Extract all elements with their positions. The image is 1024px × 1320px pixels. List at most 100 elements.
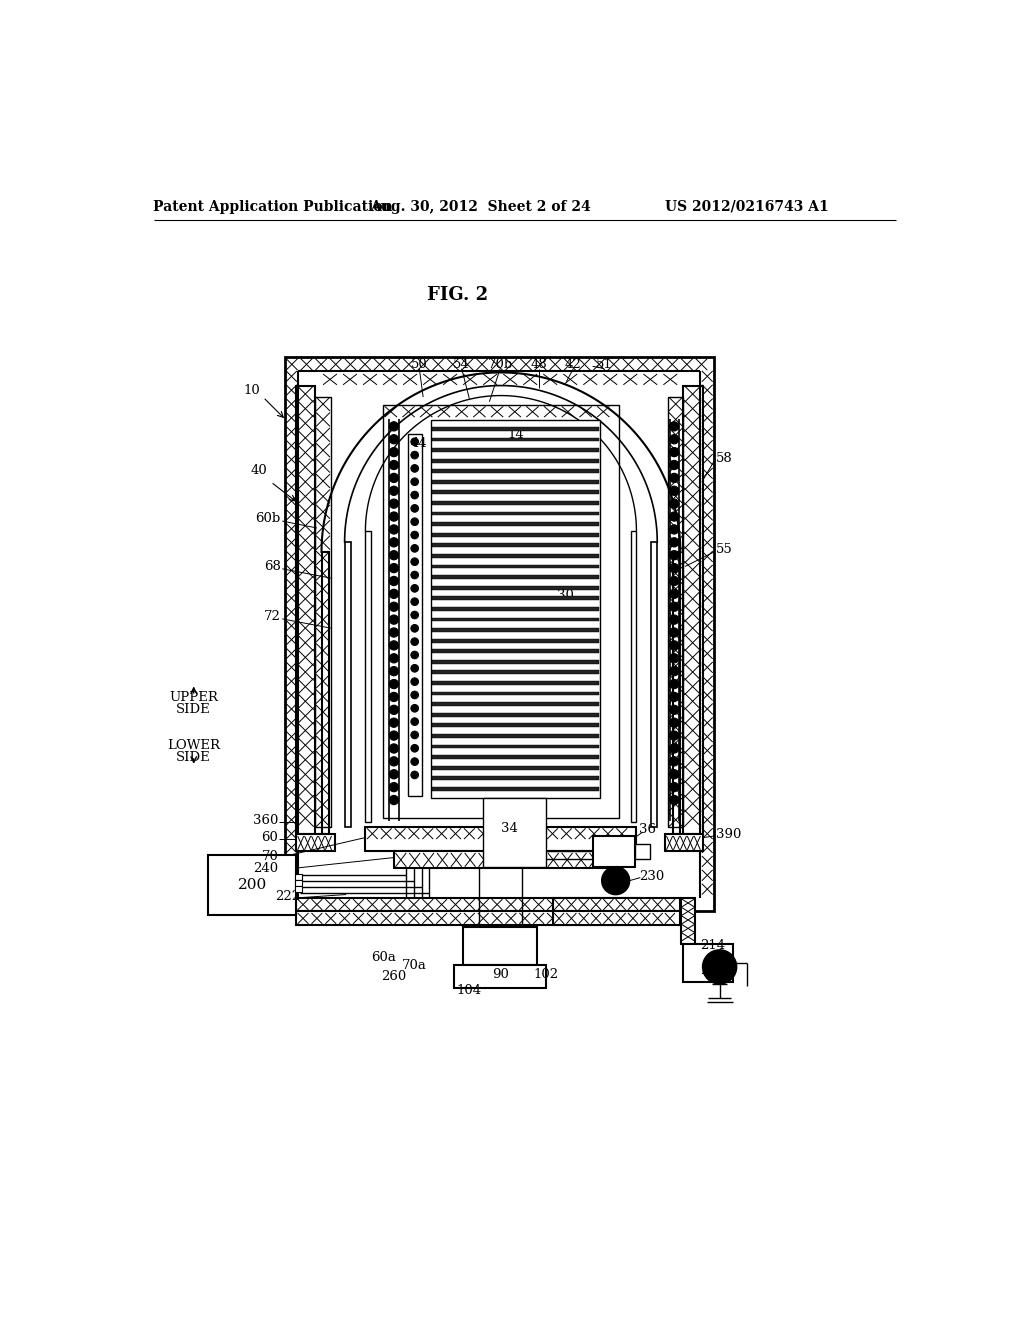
Bar xyxy=(431,420,600,797)
Circle shape xyxy=(411,465,419,473)
Bar xyxy=(553,911,680,925)
Circle shape xyxy=(389,640,398,649)
Text: 104: 104 xyxy=(457,983,482,997)
Bar xyxy=(432,776,599,780)
Bar xyxy=(366,826,637,851)
Circle shape xyxy=(411,504,419,512)
Circle shape xyxy=(389,422,398,432)
Circle shape xyxy=(670,731,679,741)
Text: LOWER: LOWER xyxy=(167,739,220,751)
Circle shape xyxy=(411,451,419,459)
Text: 54: 54 xyxy=(454,358,470,371)
Bar xyxy=(322,552,330,834)
Bar xyxy=(432,723,599,727)
Text: 10: 10 xyxy=(243,384,260,397)
Text: 214: 214 xyxy=(700,939,725,952)
Text: 70b: 70b xyxy=(487,358,513,371)
Circle shape xyxy=(670,422,679,432)
Bar xyxy=(315,397,331,826)
Circle shape xyxy=(670,705,679,714)
Circle shape xyxy=(670,783,679,792)
Circle shape xyxy=(411,651,419,659)
Circle shape xyxy=(389,434,398,444)
Bar xyxy=(432,586,599,590)
Bar xyxy=(432,755,599,759)
Bar xyxy=(296,385,315,834)
Bar xyxy=(432,426,599,430)
Circle shape xyxy=(411,531,419,539)
Bar xyxy=(668,397,683,826)
Circle shape xyxy=(670,615,679,624)
Circle shape xyxy=(411,491,419,499)
Circle shape xyxy=(389,474,398,483)
Bar xyxy=(432,437,599,441)
Bar xyxy=(432,713,599,717)
Bar xyxy=(295,880,301,886)
Text: 70a: 70a xyxy=(401,958,426,972)
Bar xyxy=(432,597,599,601)
Bar xyxy=(432,470,599,473)
Circle shape xyxy=(670,474,679,483)
Circle shape xyxy=(411,478,419,486)
Circle shape xyxy=(389,564,398,573)
Text: 60b: 60b xyxy=(255,512,281,525)
Circle shape xyxy=(389,615,398,624)
Circle shape xyxy=(411,638,419,645)
Circle shape xyxy=(670,499,679,508)
Circle shape xyxy=(411,758,419,766)
Circle shape xyxy=(670,640,679,649)
Bar xyxy=(454,965,547,989)
Bar xyxy=(345,543,351,826)
Bar xyxy=(432,734,599,738)
Circle shape xyxy=(411,677,419,685)
Bar xyxy=(635,843,650,859)
Circle shape xyxy=(389,770,398,779)
Circle shape xyxy=(411,611,419,619)
Circle shape xyxy=(411,585,419,593)
Circle shape xyxy=(389,783,398,792)
Circle shape xyxy=(389,525,398,535)
Text: 60: 60 xyxy=(261,832,279,843)
Text: 230: 230 xyxy=(639,870,664,883)
Circle shape xyxy=(670,589,679,598)
Bar xyxy=(366,531,371,822)
Bar xyxy=(553,898,680,911)
Circle shape xyxy=(670,602,679,611)
Bar xyxy=(432,512,599,516)
Bar xyxy=(394,851,609,869)
Circle shape xyxy=(670,653,679,663)
Bar xyxy=(432,565,599,569)
Bar xyxy=(432,744,599,748)
Circle shape xyxy=(389,577,398,586)
Bar xyxy=(432,533,599,537)
Bar xyxy=(296,911,639,925)
Bar xyxy=(295,886,301,892)
Circle shape xyxy=(389,796,398,805)
Text: 222: 222 xyxy=(274,890,300,903)
Text: SIDE: SIDE xyxy=(176,704,211,717)
Bar xyxy=(432,480,599,483)
Circle shape xyxy=(670,628,679,638)
Circle shape xyxy=(389,589,398,598)
Circle shape xyxy=(411,718,419,726)
Circle shape xyxy=(670,447,679,457)
Bar xyxy=(432,692,599,696)
Circle shape xyxy=(670,434,679,444)
Circle shape xyxy=(411,517,419,525)
Text: 102: 102 xyxy=(534,968,559,981)
Circle shape xyxy=(411,692,419,698)
Circle shape xyxy=(389,550,398,560)
Circle shape xyxy=(389,756,398,766)
Bar xyxy=(683,385,702,834)
Circle shape xyxy=(670,744,679,754)
Bar xyxy=(432,787,599,791)
Text: 30: 30 xyxy=(557,589,574,602)
Bar xyxy=(432,607,599,611)
Circle shape xyxy=(389,692,398,701)
Text: 44: 44 xyxy=(411,437,428,450)
Bar xyxy=(408,434,422,796)
Circle shape xyxy=(670,550,679,560)
Circle shape xyxy=(389,718,398,727)
Text: 90: 90 xyxy=(492,968,509,981)
Circle shape xyxy=(389,731,398,741)
